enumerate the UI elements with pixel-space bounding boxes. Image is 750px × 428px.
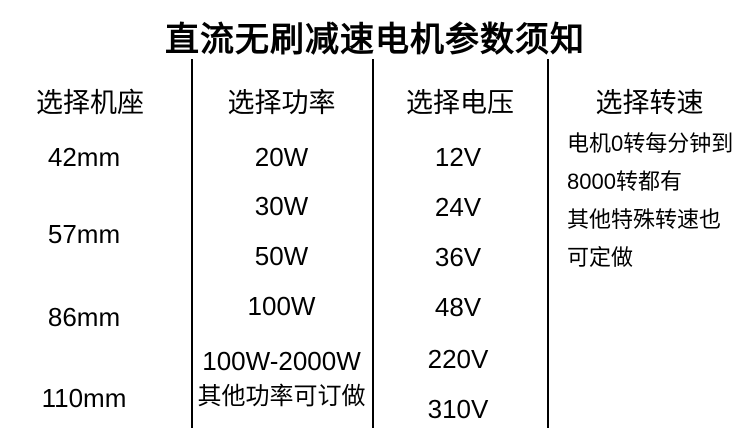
frame-option-42mm: 42mm [47, 142, 121, 172]
frame-option-110mm: 110mm [41, 383, 127, 413]
power-option-30w: 30W [254, 191, 309, 221]
voltage-option-310v: 310V [427, 394, 489, 424]
column-header-frame-size: 选择机座 [36, 88, 144, 118]
voltage-option-12v: 12V [434, 142, 482, 172]
power-option-50w: 50W [254, 241, 309, 271]
power-option-100w: 100W [247, 291, 316, 321]
power-option-custom-note: 其他功率可订做 [197, 383, 366, 410]
power-option-custom-range: 100W-2000W [202, 346, 361, 376]
voltage-option-36v: 36V [434, 242, 482, 272]
column-header-voltage: 选择电压 [406, 88, 514, 118]
column-divider-1 [191, 59, 193, 428]
column-header-power: 选择功率 [227, 88, 336, 118]
speed-note-line-3: 其他特殊转速也 [567, 207, 722, 232]
voltage-option-220v: 220V [427, 344, 489, 374]
frame-option-57mm: 57mm [47, 219, 121, 249]
column-divider-2 [372, 59, 374, 428]
page-title: 直流无刷减速电机参数须知 [165, 21, 585, 59]
speed-note-line-1: 电机0转每分钟到 [567, 131, 734, 156]
voltage-option-48v: 48V [434, 292, 482, 322]
speed-note-line-2: 8000转都有 [567, 169, 682, 194]
speed-note-line-4: 可定做 [567, 245, 634, 270]
column-divider-3 [547, 59, 549, 428]
voltage-option-24v: 24V [434, 192, 482, 222]
power-option-20w: 20W [254, 142, 309, 172]
column-header-speed: 选择转速 [595, 88, 704, 118]
frame-option-86mm: 86mm [47, 302, 121, 332]
